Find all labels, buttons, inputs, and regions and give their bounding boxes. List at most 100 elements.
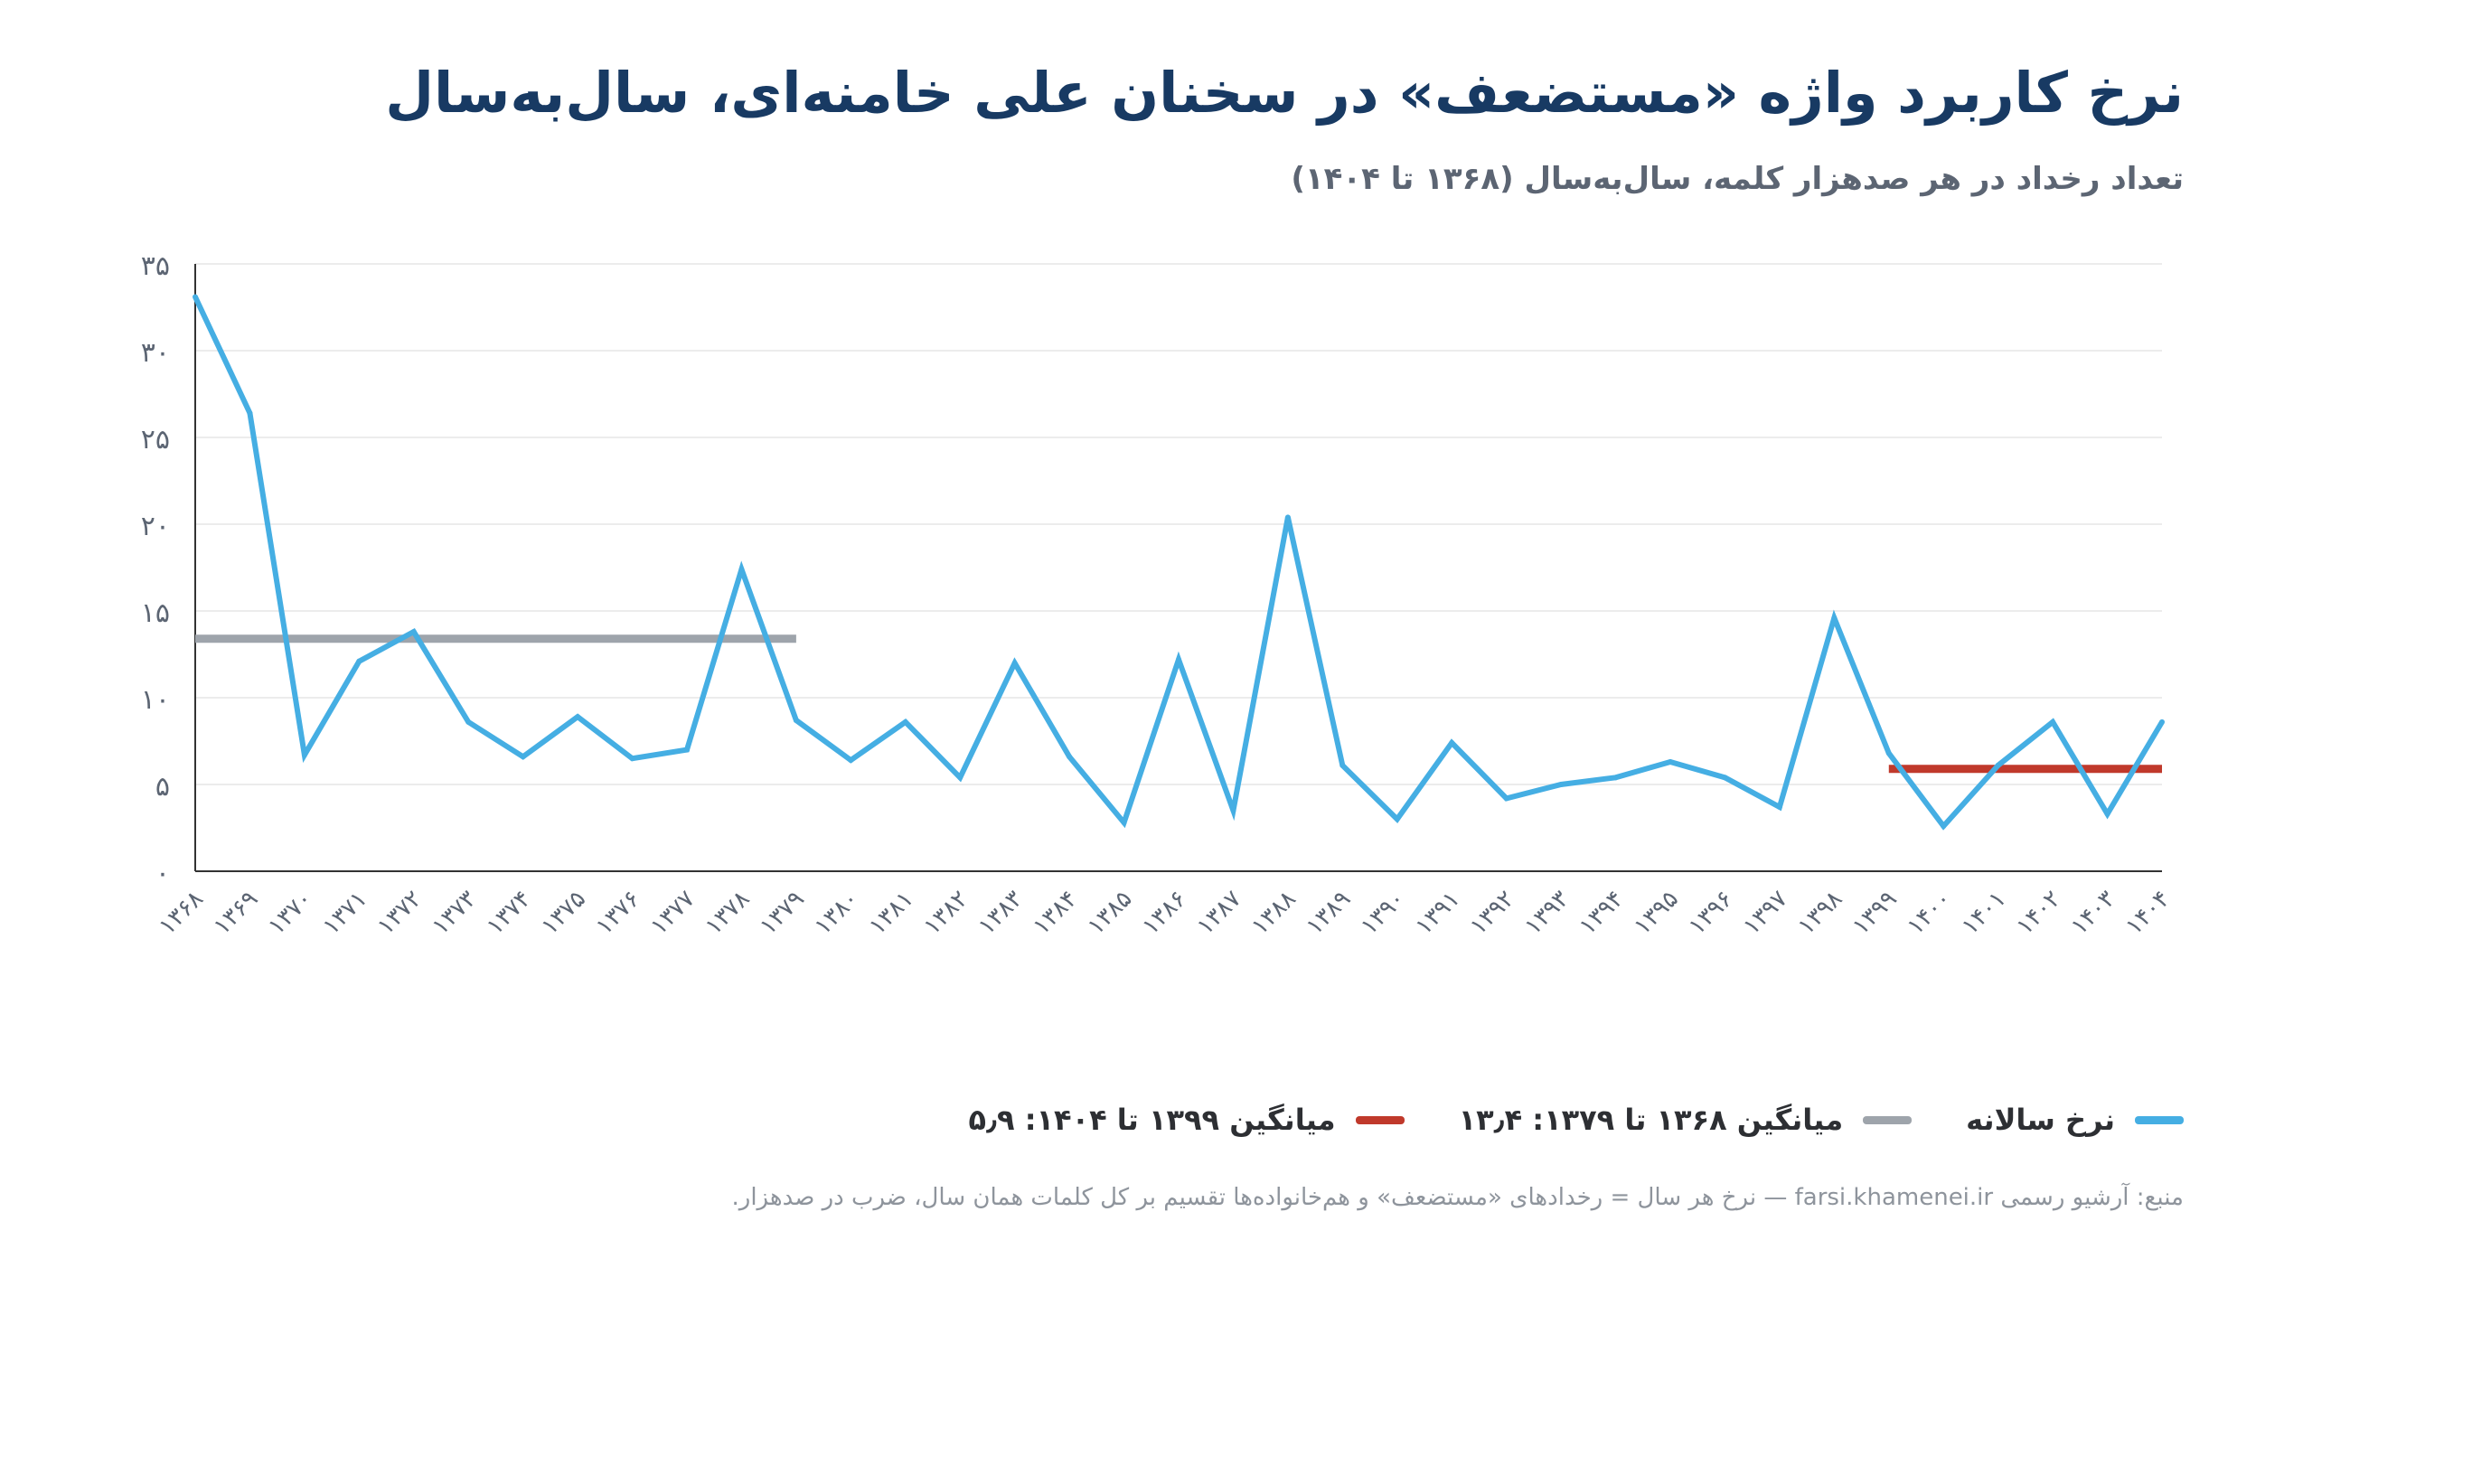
x-tick-label: ۱۳۹۶ [1684,886,1739,941]
x-tick-label: ۱۳۹۵ [1629,886,1684,941]
data-point [193,294,198,300]
data-point [575,714,581,720]
legend-swatch-avg-early [1863,1115,1913,1124]
y-tick-label: ۰ [155,858,170,889]
x-tick-label: ۱۳۷۳ [427,886,482,941]
x-tick-label: ۱۳۸۱ [864,886,919,941]
x-tick-label: ۱۴۰۴ [2120,886,2176,941]
chart-title: نرخ کاربرد واژه «مستضعف» در سخنان علی خا… [385,60,2184,126]
y-tick-label: ۵ [155,771,170,803]
data-point [1284,514,1291,521]
x-tick-label: ۱۴۰۰ [1902,886,1957,941]
x-tick-label: ۱۳۶۸ [154,886,209,941]
data-point [247,410,253,417]
data-point [1067,754,1073,760]
data-point [1230,807,1236,813]
data-point [520,754,526,760]
x-tick-label: ۱۳۸۳ [973,886,1029,941]
x-axis-ticks: ۱۳۶۸ ۱۳۶۹ ۱۳۷۰ ۱۳۷۱ ۱۳۷۲ ۱۳۷۳ ۱۳۷۴ ۱۳۷۵ ۱۳۷۶ ۱۳۷۷… [154,886,2176,941]
x-tick-label: ۱۳۷۸ [700,886,756,941]
legend-swatch-annual [2135,1115,2184,1124]
x-tick-label: ۱۳۷۶ [591,886,646,941]
x-tick-label: ۱۳۷۰ [263,886,318,941]
x-tick-label: ۱۳۹۰ [1356,886,1411,941]
data-point [2159,719,2165,725]
axes [194,264,2162,872]
x-tick-label: ۱۳۹۸ [1793,886,1848,941]
data-point [629,756,635,762]
x-tick-label: ۱۴۰۳ [2066,886,2121,941]
data-point [738,566,745,572]
legend-swatch-avg-late [1355,1115,1405,1124]
x-tick-label: ۱۳۹۷ [1738,886,1793,941]
x-tick-label: ۱۴۰۲ [2011,886,2066,941]
data-point [1776,803,1782,810]
data-point [2050,719,2056,725]
x-tick-label: ۱۳۸۵ [1083,886,1138,941]
data-point [1831,615,1838,621]
y-tick-label: ۳۰ [141,337,170,369]
reference-lines [195,634,2162,774]
series-group [193,294,2165,831]
data-point [684,747,690,753]
legend-item-annual: نرخ سالانه [1966,1103,2184,1137]
x-tick-label: ۱۳۷۱ [318,886,373,941]
x-tick-label: ۱۳۷۴ [482,886,537,941]
data-point [1121,820,1127,826]
x-tick-label: ۱۳۸۲ [918,886,973,941]
data-point [1449,739,1455,746]
data-point [793,717,799,723]
y-tick-label: ۱۵ [141,597,170,629]
x-tick-label: ۱۳۷۷ [645,886,700,941]
data-point [1722,775,1728,781]
x-tick-label: ۱۳۸۷ [1192,886,1247,941]
legend: نرخ سالانه میانگین ۱۳۶۸ تا ۱۳۷۹: ۱۳٫۴ می… [969,1103,2184,1137]
data-point [301,752,307,758]
data-point [957,775,964,781]
legend-label-avg-early: میانگین ۱۳۶۸ تا ۱۳۷۹: ۱۳٫۴ [1458,1103,1844,1137]
x-tick-label: ۱۳۷۵ [536,886,591,941]
legend-label-annual: نرخ سالانه [1966,1103,2115,1137]
x-tick-label: ۱۳۹۲ [1465,886,1520,941]
legend-item-avg-early: میانگین ۱۳۶۸ تا ۱۳۷۹: ۱۳٫۴ [1459,1103,1913,1137]
data-point [902,719,908,725]
y-tick-label: ۱۰ [141,684,170,716]
data-point [465,719,472,725]
data-point [1340,762,1346,768]
data-point [356,658,362,664]
x-tick-label: ۱۳۸۴ [1028,886,1083,941]
source-note: منبع: آرشیو رسمی farsi.khamenei.ir — نرخ… [731,1184,2185,1211]
x-tick-label: ۱۳۸۹ [1302,886,1357,941]
y-axis-ticks: ۰ ۵ ۱۰ ۱۵ ۲۰ ۲۵ ۳۰ ۳۵ [141,250,170,889]
x-tick-label: ۱۳۹۱ [1410,886,1465,941]
data-point [2104,811,2110,817]
legend-item-avg-late: میانگین ۱۳۹۹ تا ۱۴۰۴: ۵٫۹ [969,1103,1405,1137]
y-tick-label: ۲۰ [141,511,170,542]
data-point [1941,823,1947,830]
data-point [848,757,854,764]
data-point [1995,762,2001,768]
x-tick-label: ۱۳۹۳ [1519,886,1574,941]
chart-subtitle: تعداد رخداد در هر صدهزار کلمه، سال‌به‌سا… [1291,161,2184,197]
x-tick-label: ۱۳۷۹ [755,886,810,941]
x-tick-label: ۱۳۷۲ [372,886,428,941]
data-point [1668,759,1673,765]
data-point [1612,775,1619,781]
y-tick-label: ۳۵ [141,250,170,282]
x-tick-label: ۱۳۸۰ [810,886,865,941]
legend-label-avg-late: میانگین ۱۳۹۹ تا ۱۴۰۴: ۵٫۹ [968,1103,1336,1137]
data-point [1503,795,1509,802]
x-tick-label: ۱۴۰۱ [1957,886,2012,941]
y-tick-label: ۲۵ [141,424,170,456]
data-point [1176,656,1181,662]
data-point [1885,750,1892,756]
data-point [1394,816,1400,822]
x-tick-label: ۱۳۶۹ [209,886,264,941]
x-tick-label: ۱۳۸۸ [1246,886,1302,941]
x-tick-label: ۱۳۸۶ [1137,886,1192,941]
x-tick-label: ۱۳۹۹ [1847,886,1903,941]
data-point [1558,782,1565,787]
grid-lines [195,263,2162,785]
x-tick-label: ۱۳۹۴ [1574,886,1630,941]
